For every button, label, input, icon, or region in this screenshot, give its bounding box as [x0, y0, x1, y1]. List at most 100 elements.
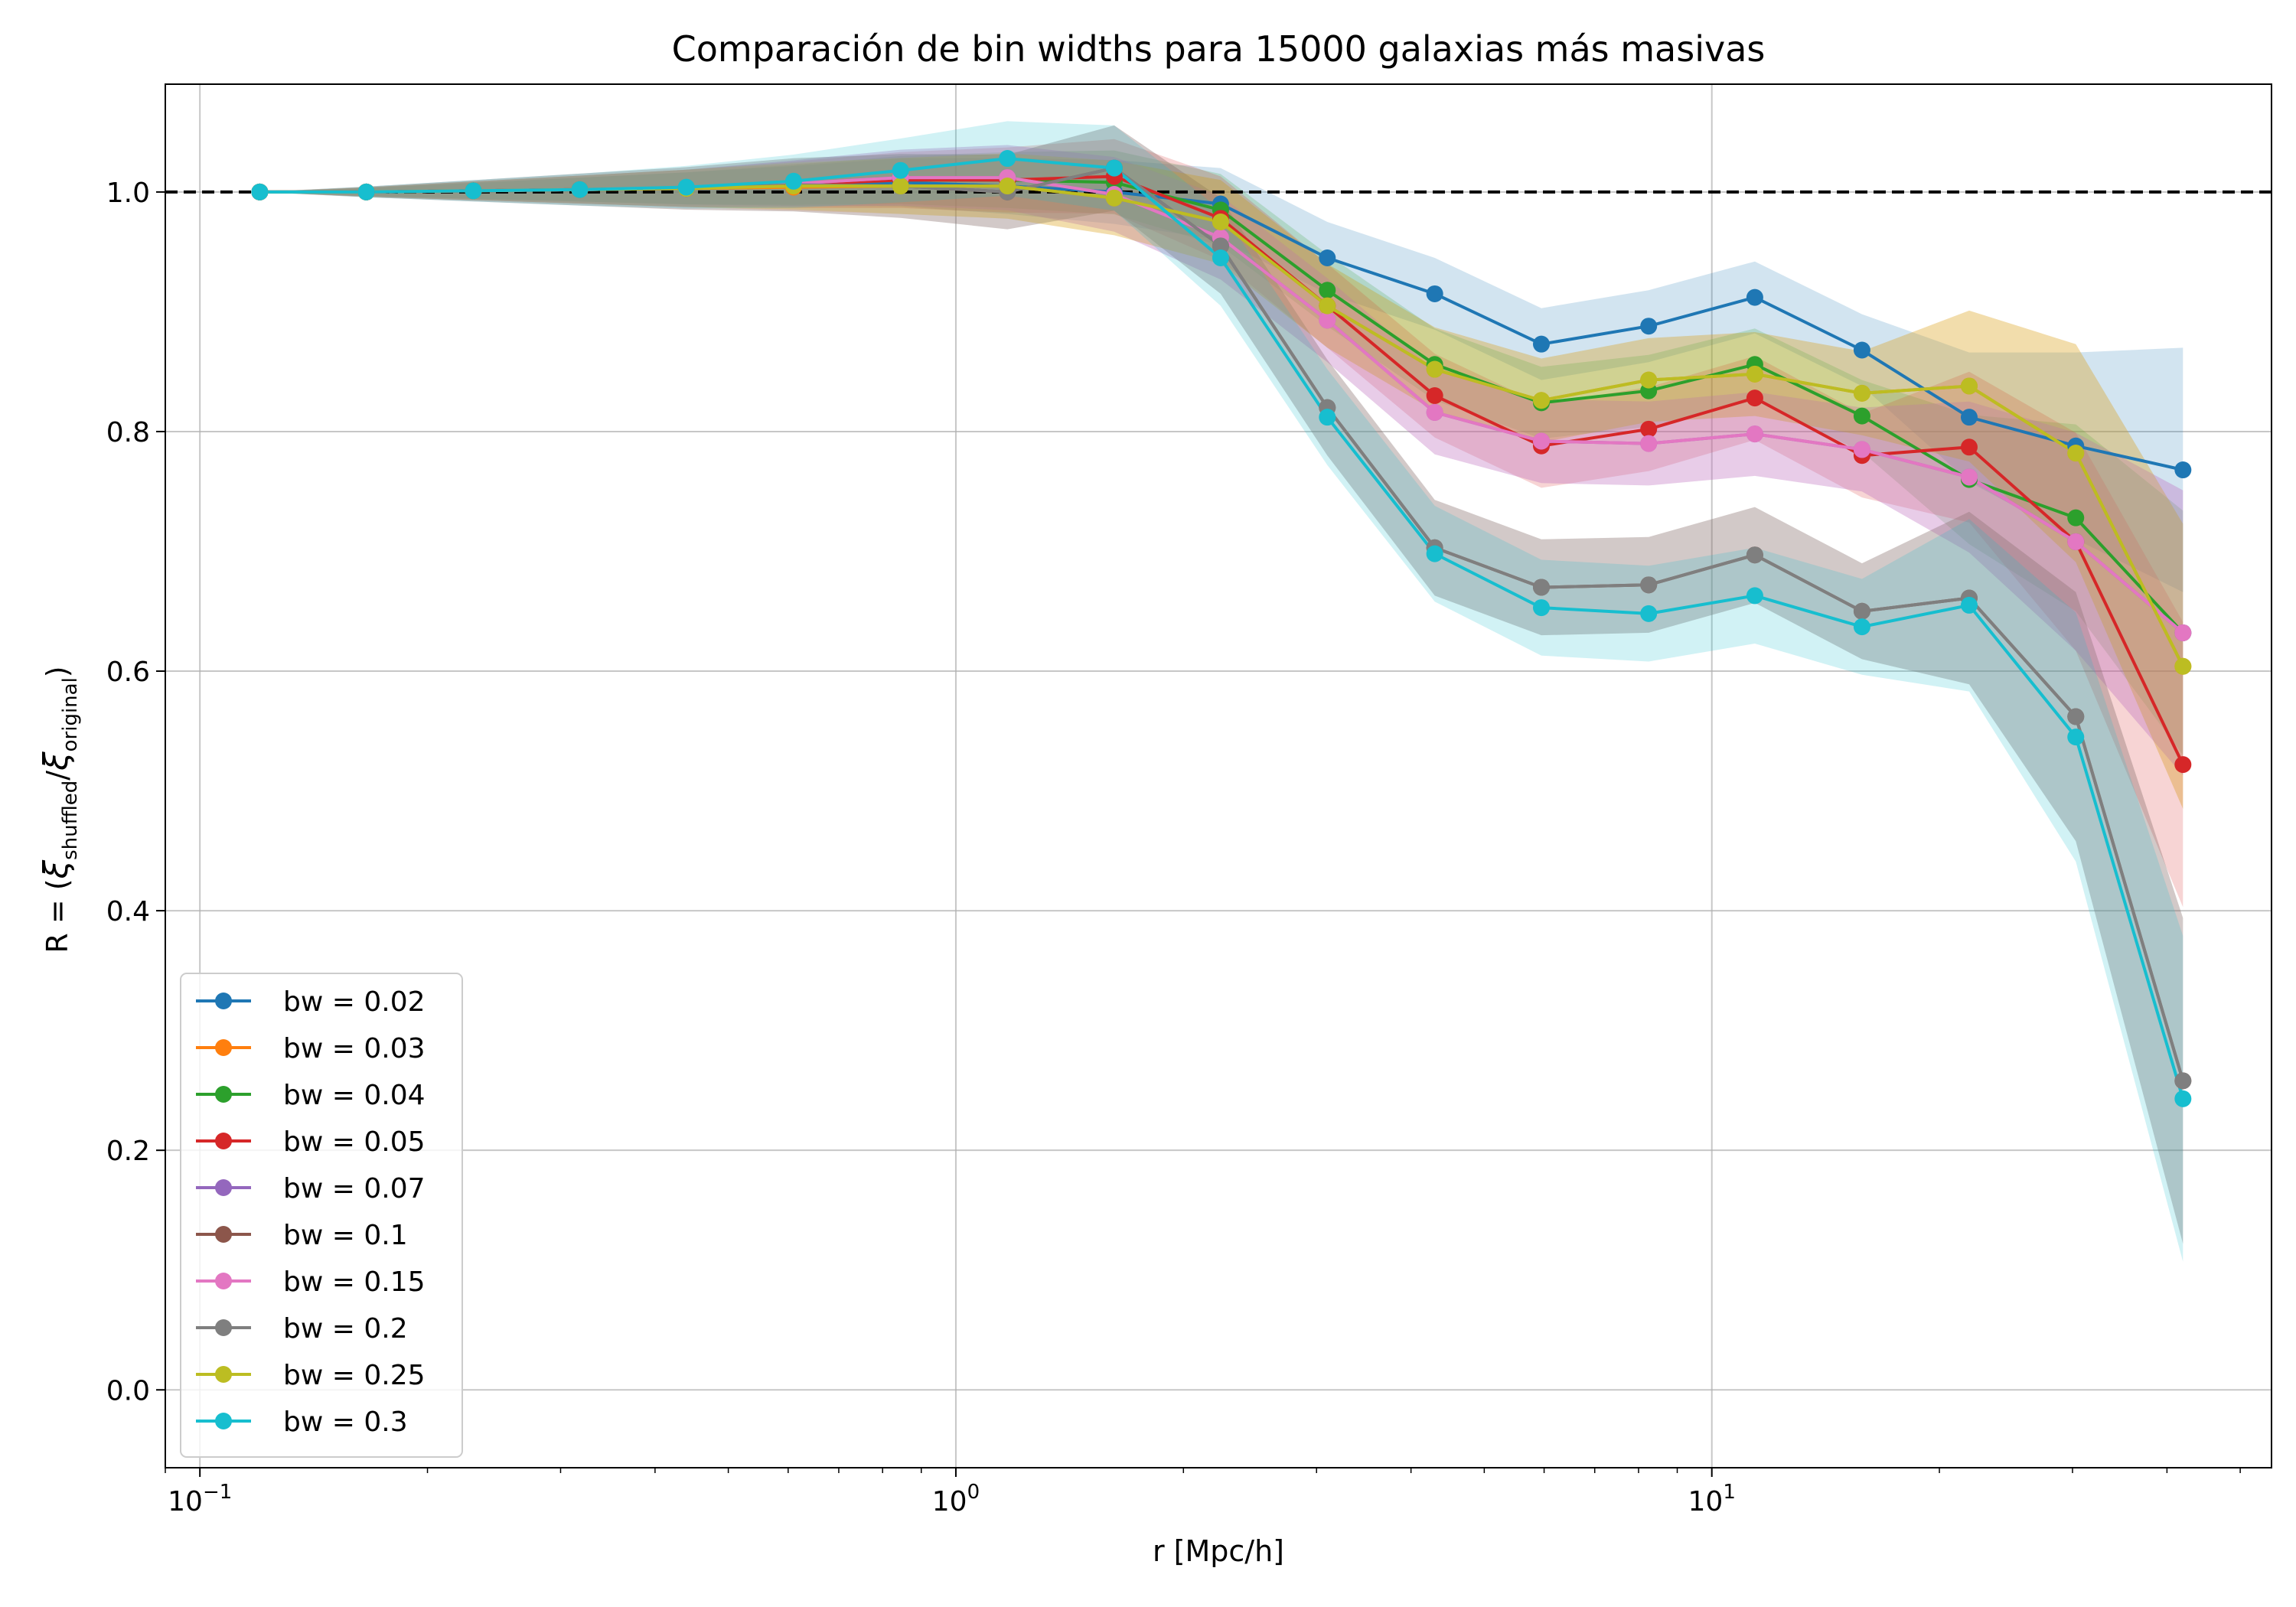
- data-point: [1319, 282, 1336, 299]
- data-point: [1853, 341, 1870, 359]
- legend-label: bw = 0.1: [283, 1220, 408, 1251]
- legend-marker: [215, 1366, 232, 1383]
- data-point: [1640, 371, 1658, 389]
- data-point: [784, 172, 802, 190]
- x-tick-exponent: 1: [1723, 1481, 1736, 1504]
- y-axis-label: R = (ξshuffled/ξoriginal): [37, 666, 82, 953]
- x-tick-label: 101: [1688, 1481, 1736, 1517]
- x-axis-label: r [Mpc/h]: [1153, 1534, 1284, 1568]
- legend-label: bw = 0.03: [283, 1033, 426, 1064]
- y-tick-label: 0.0: [106, 1375, 150, 1407]
- data-point: [1853, 602, 1870, 620]
- chart-title: Comparación de bin widths para 15000 gal…: [672, 28, 1766, 70]
- legend-marker: [215, 1413, 232, 1429]
- data-point: [357, 183, 375, 200]
- y-label-suffix: ): [41, 666, 74, 677]
- data-point: [1960, 377, 1978, 395]
- data-point: [892, 178, 909, 195]
- data-point: [1212, 214, 1229, 231]
- plot-frame: [165, 83, 2272, 1468]
- data-point: [1746, 587, 1763, 605]
- data-point: [1319, 311, 1336, 329]
- legend-label: bw = 0.25: [283, 1360, 426, 1391]
- confidence-band: [259, 145, 2183, 776]
- data-point: [1746, 546, 1763, 564]
- data-point: [1319, 297, 1336, 315]
- data-point: [1319, 249, 1336, 266]
- y-tick-label: 0.2: [106, 1136, 150, 1167]
- data-point: [2174, 756, 2192, 774]
- data-point: [1640, 576, 1658, 594]
- legend-marker: [215, 1133, 232, 1149]
- data-point: [465, 182, 482, 200]
- data-point: [1532, 579, 1550, 596]
- y-label-prefix: R = (: [41, 878, 74, 953]
- x-tick-base: 10: [168, 1486, 203, 1517]
- data-point: [1746, 365, 1763, 383]
- x-tick-exponent: 0: [967, 1481, 980, 1504]
- series-points: [251, 150, 2192, 1107]
- x-tick-exponent: −1: [203, 1481, 232, 1504]
- legend-label: bw = 0.04: [283, 1080, 426, 1111]
- y-label-slash: /: [41, 771, 74, 781]
- data-point: [1105, 159, 1123, 177]
- data-point: [1746, 425, 1763, 443]
- confidence-band: [259, 145, 2183, 776]
- legend-marker: [215, 1319, 232, 1336]
- legend-marker: [215, 1226, 232, 1243]
- legend-label: bw = 0.05: [283, 1126, 426, 1158]
- x-tick-label: 10−1: [168, 1481, 232, 1517]
- data-point: [2174, 461, 2192, 479]
- data-point: [1426, 403, 1443, 421]
- y-label-sub-2: original: [59, 677, 82, 751]
- legend-marker: [215, 1086, 232, 1103]
- data-point: [1426, 360, 1443, 378]
- data-point: [1746, 288, 1763, 306]
- y-tick-label: 0.8: [106, 417, 150, 448]
- y-tick-label: 0.4: [106, 896, 150, 927]
- data-point: [1853, 441, 1870, 458]
- legend-label: bw = 0.15: [283, 1266, 426, 1298]
- data-point: [1319, 409, 1336, 426]
- data-point: [1960, 409, 1978, 426]
- data-point: [2174, 1090, 2192, 1107]
- data-point: [1426, 545, 1443, 562]
- y-label-xi-2: ξ: [37, 751, 76, 771]
- legend-label: bw = 0.07: [283, 1173, 426, 1204]
- confidence-bands: [259, 121, 2183, 1262]
- x-tick-label: 100: [932, 1481, 980, 1517]
- data-point: [1853, 384, 1870, 402]
- legend: bw = 0.02 bw = 0.03 bw = 0.04 bw = 0.05 bw =…: [180, 973, 463, 1458]
- x-tick-base: 10: [1688, 1486, 1724, 1517]
- data-point: [999, 150, 1016, 168]
- data-point: [1640, 435, 1658, 452]
- data-point: [1532, 599, 1550, 617]
- legend-label: bw = 0.3: [283, 1407, 408, 1438]
- data-point: [1532, 392, 1550, 409]
- data-point: [1105, 189, 1123, 207]
- legend-label: bw = 0.2: [283, 1313, 408, 1345]
- x-axis: 10−1 100 101: [165, 1468, 2241, 1517]
- data-point: [2067, 708, 2085, 725]
- data-point: [1640, 605, 1658, 622]
- data-point: [1426, 386, 1443, 404]
- legend-label: bw = 0.02: [283, 986, 426, 1018]
- data-point: [1853, 618, 1870, 636]
- legend-marker: [215, 1273, 232, 1289]
- data-point: [892, 161, 909, 179]
- legend-marker: [215, 1039, 232, 1056]
- data-point: [2174, 624, 2192, 641]
- data-point: [251, 183, 269, 200]
- data-point: [1212, 237, 1229, 255]
- data-point: [677, 178, 695, 196]
- legend-marker: [215, 993, 232, 1009]
- data-point: [2067, 533, 2085, 550]
- data-point: [2067, 445, 2085, 462]
- y-tick-label: 1.0: [106, 178, 150, 209]
- data-point: [1640, 420, 1658, 438]
- data-point: [1640, 318, 1658, 335]
- data-point: [1532, 432, 1550, 450]
- data-point: [1853, 407, 1870, 425]
- data-point: [999, 178, 1016, 195]
